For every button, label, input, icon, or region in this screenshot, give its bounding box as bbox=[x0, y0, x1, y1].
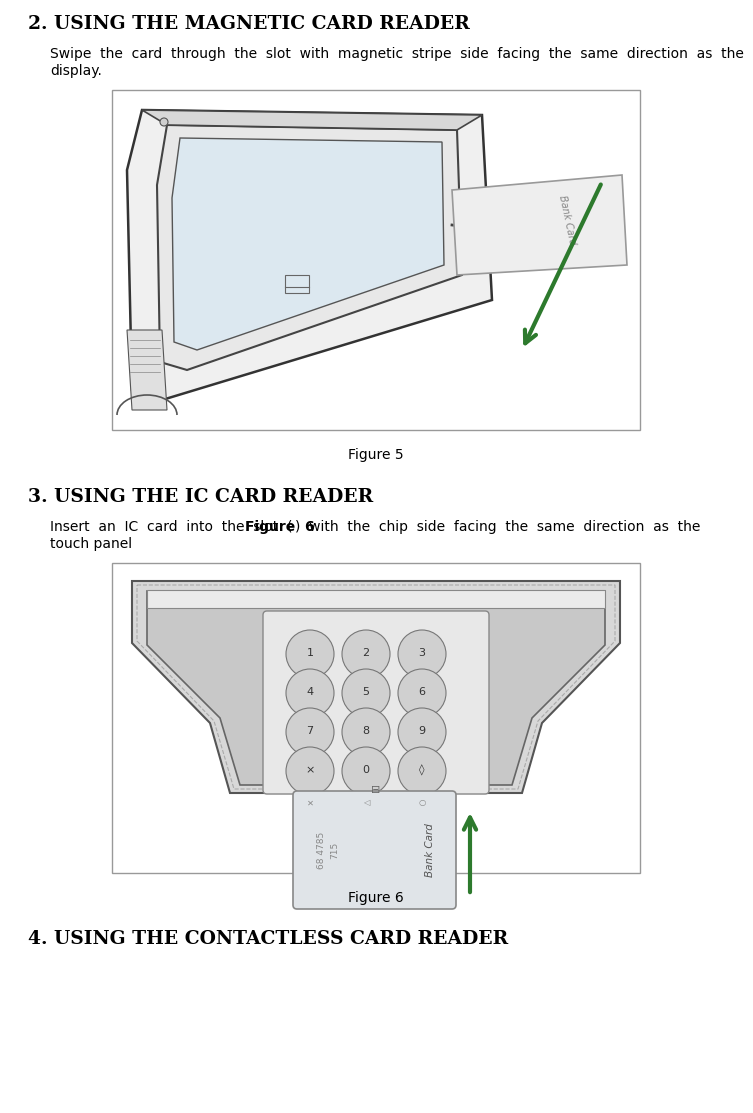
Text: Swipe  the  card  through  the  slot  with  magnetic  stripe  side  facing  the : Swipe the card through the slot with mag… bbox=[50, 47, 744, 61]
Circle shape bbox=[398, 669, 446, 717]
Text: 0: 0 bbox=[362, 765, 370, 775]
Text: 6: 6 bbox=[419, 687, 425, 697]
Polygon shape bbox=[142, 110, 482, 130]
Text: Figure 5: Figure 5 bbox=[348, 449, 404, 462]
Text: ✕: ✕ bbox=[306, 798, 313, 808]
FancyBboxPatch shape bbox=[293, 791, 456, 909]
Text: 3: 3 bbox=[419, 648, 425, 658]
Text: ○: ○ bbox=[419, 798, 425, 808]
Text: 4: 4 bbox=[306, 687, 313, 697]
Polygon shape bbox=[157, 125, 462, 370]
Circle shape bbox=[398, 747, 446, 795]
Polygon shape bbox=[172, 138, 444, 349]
Text: touch panel: touch panel bbox=[50, 536, 132, 551]
Circle shape bbox=[398, 708, 446, 756]
Text: )  with  the  chip  side  facing  the  same  direction  as  the: ) with the chip side facing the same dir… bbox=[295, 520, 700, 534]
Circle shape bbox=[342, 630, 390, 678]
Circle shape bbox=[342, 669, 390, 717]
Circle shape bbox=[342, 747, 390, 795]
Text: Bank Card: Bank Card bbox=[425, 823, 435, 877]
Bar bbox=[112, 90, 640, 430]
Text: ⊟: ⊟ bbox=[371, 785, 381, 795]
Circle shape bbox=[286, 708, 334, 756]
Circle shape bbox=[286, 630, 334, 678]
Circle shape bbox=[398, 630, 446, 678]
Circle shape bbox=[342, 708, 390, 756]
Text: 7: 7 bbox=[306, 726, 313, 736]
Text: 4. USING THE CONTACTLESS CARD READER: 4. USING THE CONTACTLESS CARD READER bbox=[28, 930, 508, 948]
FancyBboxPatch shape bbox=[263, 611, 489, 794]
Text: 3. USING THE IC CARD READER: 3. USING THE IC CARD READER bbox=[28, 487, 373, 506]
Circle shape bbox=[160, 118, 168, 126]
Text: Insert  an  IC  card  into  the  slot  (: Insert an IC card into the slot ( bbox=[50, 520, 292, 534]
Polygon shape bbox=[132, 581, 620, 792]
Text: ◊: ◊ bbox=[419, 765, 425, 776]
Text: 68 4785: 68 4785 bbox=[318, 831, 327, 868]
Text: 2: 2 bbox=[362, 648, 370, 658]
Polygon shape bbox=[452, 175, 627, 275]
Bar bbox=[112, 563, 640, 873]
Text: Figure 6: Figure 6 bbox=[348, 892, 404, 905]
Polygon shape bbox=[127, 329, 167, 410]
Text: 1: 1 bbox=[306, 648, 313, 658]
Polygon shape bbox=[147, 591, 605, 785]
Circle shape bbox=[286, 747, 334, 795]
Text: ×: × bbox=[305, 765, 315, 775]
Text: Bank Card: Bank Card bbox=[557, 194, 577, 246]
Text: 2. USING THE MAGNETIC CARD READER: 2. USING THE MAGNETIC CARD READER bbox=[28, 14, 470, 33]
Bar bbox=[307, 792, 445, 801]
Text: Figure  6: Figure 6 bbox=[245, 520, 315, 534]
Bar bbox=[147, 590, 605, 608]
Text: 9: 9 bbox=[419, 726, 425, 736]
Text: ◁: ◁ bbox=[363, 798, 369, 808]
Text: 5: 5 bbox=[362, 687, 370, 697]
Text: display.: display. bbox=[50, 65, 102, 78]
Text: 715: 715 bbox=[331, 841, 340, 858]
Polygon shape bbox=[127, 110, 492, 400]
Text: 8: 8 bbox=[362, 726, 370, 736]
Circle shape bbox=[286, 669, 334, 717]
Bar bbox=[285, 275, 309, 293]
